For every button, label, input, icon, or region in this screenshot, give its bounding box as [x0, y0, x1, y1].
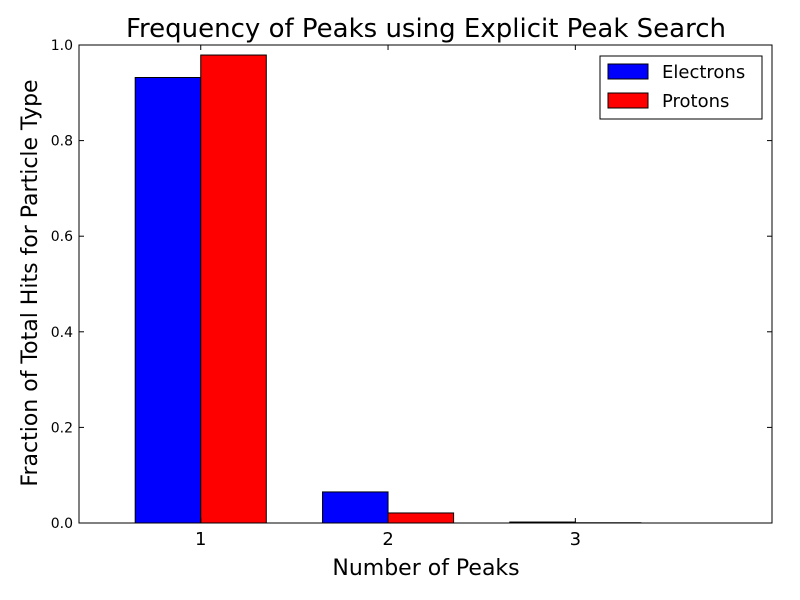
y-axis-label: Fraction of Total Hits for Particle Type	[18, 79, 43, 486]
plot-area: 0.0 0.2 0.4 0.6 0.8 1.0 1 2 3	[51, 38, 773, 550]
legend-swatch-protons	[607, 92, 649, 109]
ytick-label: 0.2	[51, 420, 73, 436]
chart-title: Frequency of Peaks using Explicit Peak S…	[126, 14, 726, 44]
legend-swatch-electrons	[607, 63, 649, 80]
bar-protons-1	[200, 54, 267, 524]
legend-label-protons: Protons	[662, 91, 729, 112]
xtick-label: 3	[570, 529, 581, 550]
bar-electrons-2	[321, 491, 389, 524]
ytick-label: 1.0	[51, 38, 73, 54]
xtick-label: 1	[195, 529, 206, 550]
axes-frame	[78, 44, 773, 524]
xtick-label: 2	[382, 529, 393, 550]
ytick-label: 0.6	[51, 229, 73, 245]
bar-electrons-1	[134, 77, 202, 524]
ytick-label: 0.0	[51, 516, 73, 532]
ytick-label: 0.8	[51, 134, 73, 150]
legend: Electrons Protons	[599, 55, 763, 120]
legend-label-electrons: Electrons	[662, 62, 745, 83]
ytick-label: 0.4	[51, 325, 73, 341]
x-axis-label: Number of Peaks	[332, 556, 519, 581]
bar-protons-2	[387, 512, 455, 524]
